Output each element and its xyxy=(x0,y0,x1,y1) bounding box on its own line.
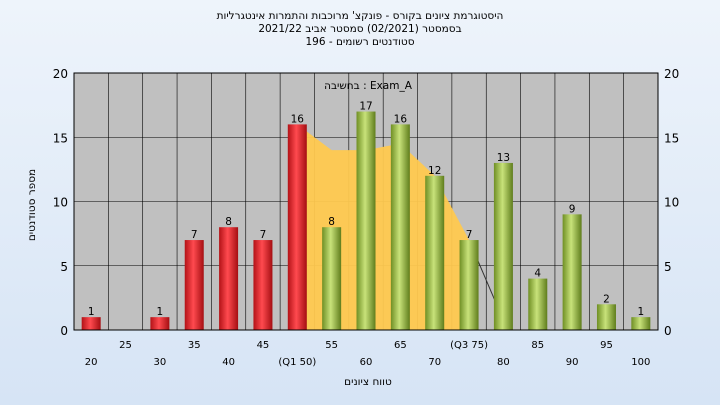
x-tick-55: 55 xyxy=(325,340,338,351)
bar-70 xyxy=(425,175,445,330)
y-tick-left: 15 xyxy=(53,131,68,145)
bar-value-label-45: 7 xyxy=(260,229,267,241)
x-tick-65: 65 xyxy=(394,340,407,351)
bar-50 xyxy=(287,124,307,331)
plot-border xyxy=(73,72,659,331)
x-tick-100: 100 xyxy=(631,357,650,368)
bar-value-label-30: 1 xyxy=(157,306,164,318)
bar-90 xyxy=(562,214,582,330)
bar-95 xyxy=(596,304,616,330)
bar-45 xyxy=(253,240,273,330)
bar-30 xyxy=(150,317,170,330)
bar-55 xyxy=(322,227,342,330)
x-axis-label: טווח ציונים xyxy=(344,376,392,388)
bar-value-label-85: 4 xyxy=(534,268,541,280)
x-tick-60: 60 xyxy=(360,357,373,368)
x-tick-20: 20 xyxy=(85,357,98,368)
bar-value-label-20: 1 xyxy=(88,306,95,318)
x-tick-40: 40 xyxy=(222,357,235,368)
bar-value-label-90: 9 xyxy=(569,203,576,215)
x-tick-35: 35 xyxy=(188,340,201,351)
x-tick-45: 45 xyxy=(257,340,270,351)
x-tick-25: 25 xyxy=(119,340,132,351)
y-axis-label: מספר סטודנטים xyxy=(26,169,38,241)
y-tick-right: 20 xyxy=(664,67,679,81)
x-tick-85: 85 xyxy=(531,340,544,351)
x-tick-labels: 20 25 30 35 40 45 (Q1 50) 55 60 65 70 (Q3 75) 80 85 90… xyxy=(85,340,651,368)
bar-value-label-75: 7 xyxy=(466,229,473,241)
x-tick-95: 95 xyxy=(600,340,613,351)
bar-value-label-60: 17 xyxy=(359,101,372,113)
y-tick-right: 0 xyxy=(664,324,672,338)
bar-40 xyxy=(219,227,239,330)
y-tick-left: 5 xyxy=(60,260,68,274)
y-tick-left: 10 xyxy=(53,196,68,210)
bars xyxy=(81,111,651,331)
bar-100 xyxy=(631,317,651,330)
chart-subtitle: בסמסטר (02/2021) סמסטר אביב 2021/22 xyxy=(258,23,462,35)
bar-75 xyxy=(459,240,479,330)
chart-subtitle-registered: סטודנטים רשומים - 196 xyxy=(305,36,415,48)
bar-value-label-40: 8 xyxy=(225,216,232,228)
bar-35 xyxy=(184,240,204,330)
bar-85 xyxy=(528,278,548,330)
y-tick-labels: 0 0 5 5 10 10 15 15 20 20 xyxy=(53,67,680,338)
bar-value-label-55: 8 xyxy=(328,216,335,228)
bar-20 xyxy=(81,317,101,330)
x-tick-70: 70 xyxy=(428,357,441,368)
x-tick-50: (Q1 50) xyxy=(278,357,316,368)
chart-titles: היסטוגרמת ציונים בקורס - פונקצ' מרוכבות … xyxy=(0,10,720,49)
bar-value-label-50: 16 xyxy=(291,113,305,125)
y-tick-left: 20 xyxy=(53,67,68,81)
y-tick-right: 15 xyxy=(664,131,679,145)
y-tick-right: 10 xyxy=(664,196,679,210)
chart-title: היסטוגרמת ציונים בקורס - פונקצ' מרוכבות … xyxy=(216,10,504,22)
x-tick-80: 80 xyxy=(497,357,510,368)
bar-value-label-65: 16 xyxy=(394,113,408,125)
bar-60 xyxy=(356,111,376,330)
x-tick-30: 30 xyxy=(154,357,167,368)
y-tick-right: 5 xyxy=(664,260,672,274)
y-tick-left: 0 xyxy=(60,324,68,338)
bar-value-label-35: 7 xyxy=(191,229,198,241)
bar-65 xyxy=(390,124,410,331)
bar-value-label-80: 13 xyxy=(497,152,510,164)
bar-value-label-95: 2 xyxy=(603,293,610,305)
bar-value-label-70: 12 xyxy=(428,165,441,177)
plot-annotation: בחשיבה : Exam_A xyxy=(324,80,413,92)
bar-80 xyxy=(493,162,513,330)
x-tick-90: 90 xyxy=(566,357,579,368)
bar-value-label-100: 1 xyxy=(637,306,644,318)
x-tick-75: (Q3 75) xyxy=(450,340,488,351)
